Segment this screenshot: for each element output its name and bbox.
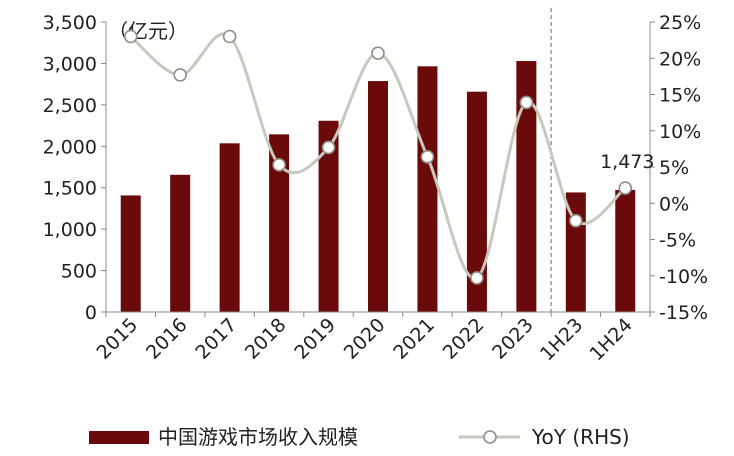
right-axis-tick-label: -15% bbox=[659, 302, 708, 324]
right-axis-tick-label: 5% bbox=[659, 157, 689, 179]
data-labels: 1,473 bbox=[600, 151, 654, 173]
yoy-point bbox=[272, 158, 286, 172]
bar bbox=[219, 143, 240, 312]
yoy-point bbox=[222, 29, 237, 44]
left-axis-tick-label: 2,500 bbox=[43, 95, 97, 117]
bar-series bbox=[120, 61, 636, 313]
x-axis-tick-label: 2015 bbox=[93, 314, 143, 364]
legend: 中国游戏市场收入规模 YoY (RHS) bbox=[89, 425, 630, 449]
bar bbox=[466, 91, 487, 312]
x-axis-tick-label: 2018 bbox=[241, 314, 291, 364]
yoy-point bbox=[470, 271, 484, 285]
right-axis-tick-label: 15% bbox=[659, 85, 701, 107]
bar bbox=[368, 81, 388, 312]
right-axis-tick-label: -5% bbox=[659, 230, 696, 252]
x-axis-tick-label: 2023 bbox=[488, 314, 538, 364]
right-axis: -15% -10% -5% 0% 5% 10% 15% 20% 25% bbox=[649, 12, 708, 324]
x-axis-tick-label: 2016 bbox=[142, 314, 192, 364]
yoy-point bbox=[519, 95, 534, 110]
bar bbox=[318, 120, 339, 312]
left-axis-tick-label: 0 bbox=[85, 302, 97, 324]
left-axis-tick-label: 3,500 bbox=[43, 12, 97, 34]
yoy-point bbox=[123, 29, 138, 44]
bar-data-label: 1,473 bbox=[600, 151, 654, 173]
x-axis-tick-label: 2020 bbox=[340, 314, 390, 364]
x-axis-tick-label: 1H23 bbox=[536, 314, 587, 365]
yoy-point bbox=[569, 213, 583, 228]
legend-line-label: YoY (RHS) bbox=[531, 425, 630, 449]
right-axis-tick-label: 10% bbox=[659, 121, 701, 143]
bar bbox=[615, 189, 636, 312]
legend-bar-swatch bbox=[89, 431, 149, 444]
yoy-point bbox=[420, 150, 435, 164]
left-axis-tick-label: 500 bbox=[61, 261, 97, 283]
bar bbox=[269, 134, 290, 312]
yoy-line-series bbox=[123, 29, 633, 285]
right-axis-tick-label: -10% bbox=[659, 266, 708, 288]
yoy-point bbox=[321, 140, 336, 155]
left-axis-tick-label: 2,000 bbox=[43, 136, 97, 158]
yoy-point bbox=[371, 46, 385, 60]
left-axis-tick-label: 3,000 bbox=[43, 53, 97, 75]
x-axis-tick-label: 2017 bbox=[191, 314, 241, 364]
bar bbox=[120, 195, 141, 312]
x-axis-tick-label: 2021 bbox=[389, 314, 439, 364]
x-axis-tick-label: 1H24 bbox=[585, 314, 636, 365]
x-axis-tick-label: 2022 bbox=[439, 314, 489, 364]
x-axis-tick-label: 2019 bbox=[290, 314, 340, 364]
right-axis-tick-label: 25% bbox=[659, 12, 701, 34]
bar bbox=[417, 66, 438, 312]
x-axis: 2015 2016 2017 2018 2019 2020 2021 2022 20231H23… bbox=[93, 311, 651, 365]
left-axis-unit-label: （亿元） bbox=[108, 19, 188, 43]
left-axis-tick-label: 1,500 bbox=[43, 178, 97, 200]
bar bbox=[170, 174, 191, 312]
yoy-point bbox=[173, 68, 187, 82]
right-axis-tick-label: 0% bbox=[659, 193, 689, 215]
legend-bar-label: 中国游戏市场收入规模 bbox=[158, 425, 358, 449]
left-axis: 0 500 1,000 1,500 2,000 2,500 3,000 3,500 bbox=[43, 12, 107, 324]
right-axis-tick-label: 20% bbox=[659, 48, 701, 70]
yoy-point bbox=[618, 181, 633, 195]
bar bbox=[516, 61, 537, 313]
left-axis-tick-label: 1,000 bbox=[43, 219, 97, 241]
legend-line-marker bbox=[483, 430, 497, 444]
